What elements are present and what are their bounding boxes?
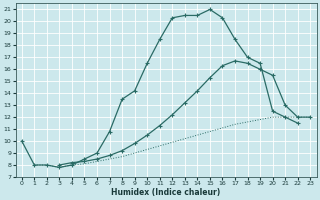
- X-axis label: Humidex (Indice chaleur): Humidex (Indice chaleur): [111, 188, 221, 197]
